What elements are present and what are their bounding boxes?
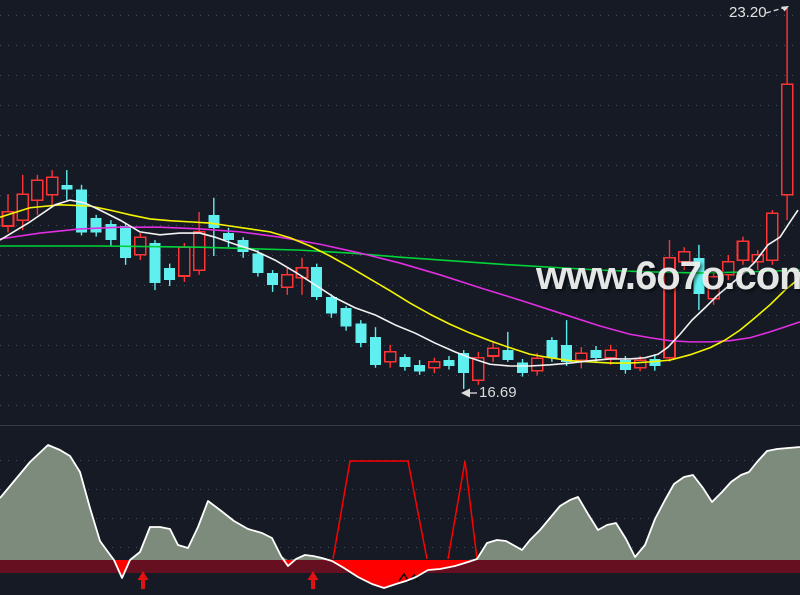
candle	[120, 224, 132, 265]
candle	[486, 342, 500, 362]
ma-yellow	[0, 204, 800, 364]
candle	[16, 174, 30, 231]
candle	[208, 197, 220, 256]
candle	[370, 327, 381, 368]
candle	[383, 344, 397, 368]
candle	[693, 244, 705, 311]
candle	[45, 170, 59, 205]
buy-signal-arrow	[307, 571, 319, 589]
candle	[164, 263, 176, 286]
candle	[414, 360, 426, 375]
candle	[458, 350, 470, 389]
candle	[149, 240, 161, 291]
grid-lines	[0, 15, 800, 548]
candle	[31, 174, 44, 215]
ma-white	[0, 199, 799, 367]
candle	[677, 247, 691, 271]
candle	[280, 267, 294, 295]
candle	[472, 351, 485, 385]
ma-green	[0, 245, 800, 274]
candle	[178, 243, 191, 282]
candle	[574, 347, 588, 369]
ma-magenta	[0, 226, 800, 343]
candle	[267, 270, 279, 292]
candle	[443, 356, 455, 370]
candle	[399, 354, 411, 371]
buy-signal-arrow	[137, 571, 149, 589]
candle	[325, 294, 337, 318]
high-callout-arrow	[765, 7, 784, 14]
candle	[649, 354, 661, 371]
candle	[355, 320, 367, 348]
candle	[105, 220, 117, 246]
indicator-line	[0, 444, 800, 589]
candle	[663, 240, 676, 362]
candle	[76, 184, 87, 236]
candle	[1, 194, 15, 233]
candle	[604, 344, 618, 365]
candle	[311, 263, 323, 301]
annotation-arrows	[461, 6, 789, 398]
candle	[252, 250, 264, 277]
candle	[721, 254, 735, 281]
candle	[517, 358, 528, 377]
sub-indicator-panel	[0, 444, 800, 589]
candle	[736, 236, 750, 265]
candle	[427, 357, 441, 374]
signal-line	[332, 460, 428, 560]
candle	[90, 214, 102, 237]
candle	[766, 210, 779, 265]
candle	[340, 306, 352, 331]
signal-line	[447, 460, 478, 560]
candles-layer[interactable]	[1, 6, 794, 389]
candle	[61, 170, 73, 201]
oversold-red-fill	[0, 560, 800, 588]
candle	[780, 6, 794, 221]
candle	[561, 320, 573, 366]
indicator-area-fill	[0, 445, 800, 560]
